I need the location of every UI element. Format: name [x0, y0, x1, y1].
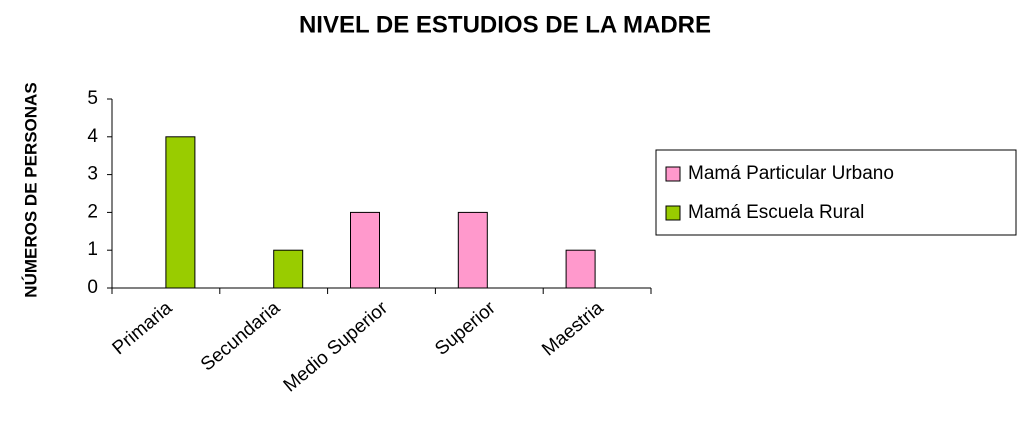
x-tick-label: Maestria — [538, 297, 608, 360]
legend-label: Mamá Escuela Rural — [688, 202, 864, 223]
y-tick-label: 5 — [87, 88, 98, 109]
y-tick-label: 4 — [87, 126, 98, 147]
bar — [350, 211, 380, 289]
x-tick-label: Secundaria — [197, 297, 284, 375]
legend-swatch — [665, 205, 681, 221]
y-tick-label: 2 — [87, 201, 98, 222]
chart-title: NIVEL DE ESTUDIOS DE LA MADRE — [299, 11, 711, 38]
y-tick-label: 3 — [87, 164, 98, 185]
bar — [165, 136, 196, 289]
bar — [457, 211, 488, 289]
y-tick-label: 0 — [87, 277, 98, 298]
legend-swatch — [665, 166, 681, 182]
x-tick-label: Superior — [431, 297, 500, 360]
bar — [273, 249, 304, 289]
legend-box — [655, 149, 1017, 236]
y-tick-label: 1 — [87, 239, 98, 260]
y-axis-label: NÚMEROS DE PERSONAS — [21, 82, 40, 297]
legend-label: Mamá Particular Urbano — [688, 163, 894, 184]
x-tick-label: Primaria — [109, 297, 177, 359]
x-tick-label: Medio Superior — [280, 297, 393, 396]
bar — [565, 249, 596, 289]
